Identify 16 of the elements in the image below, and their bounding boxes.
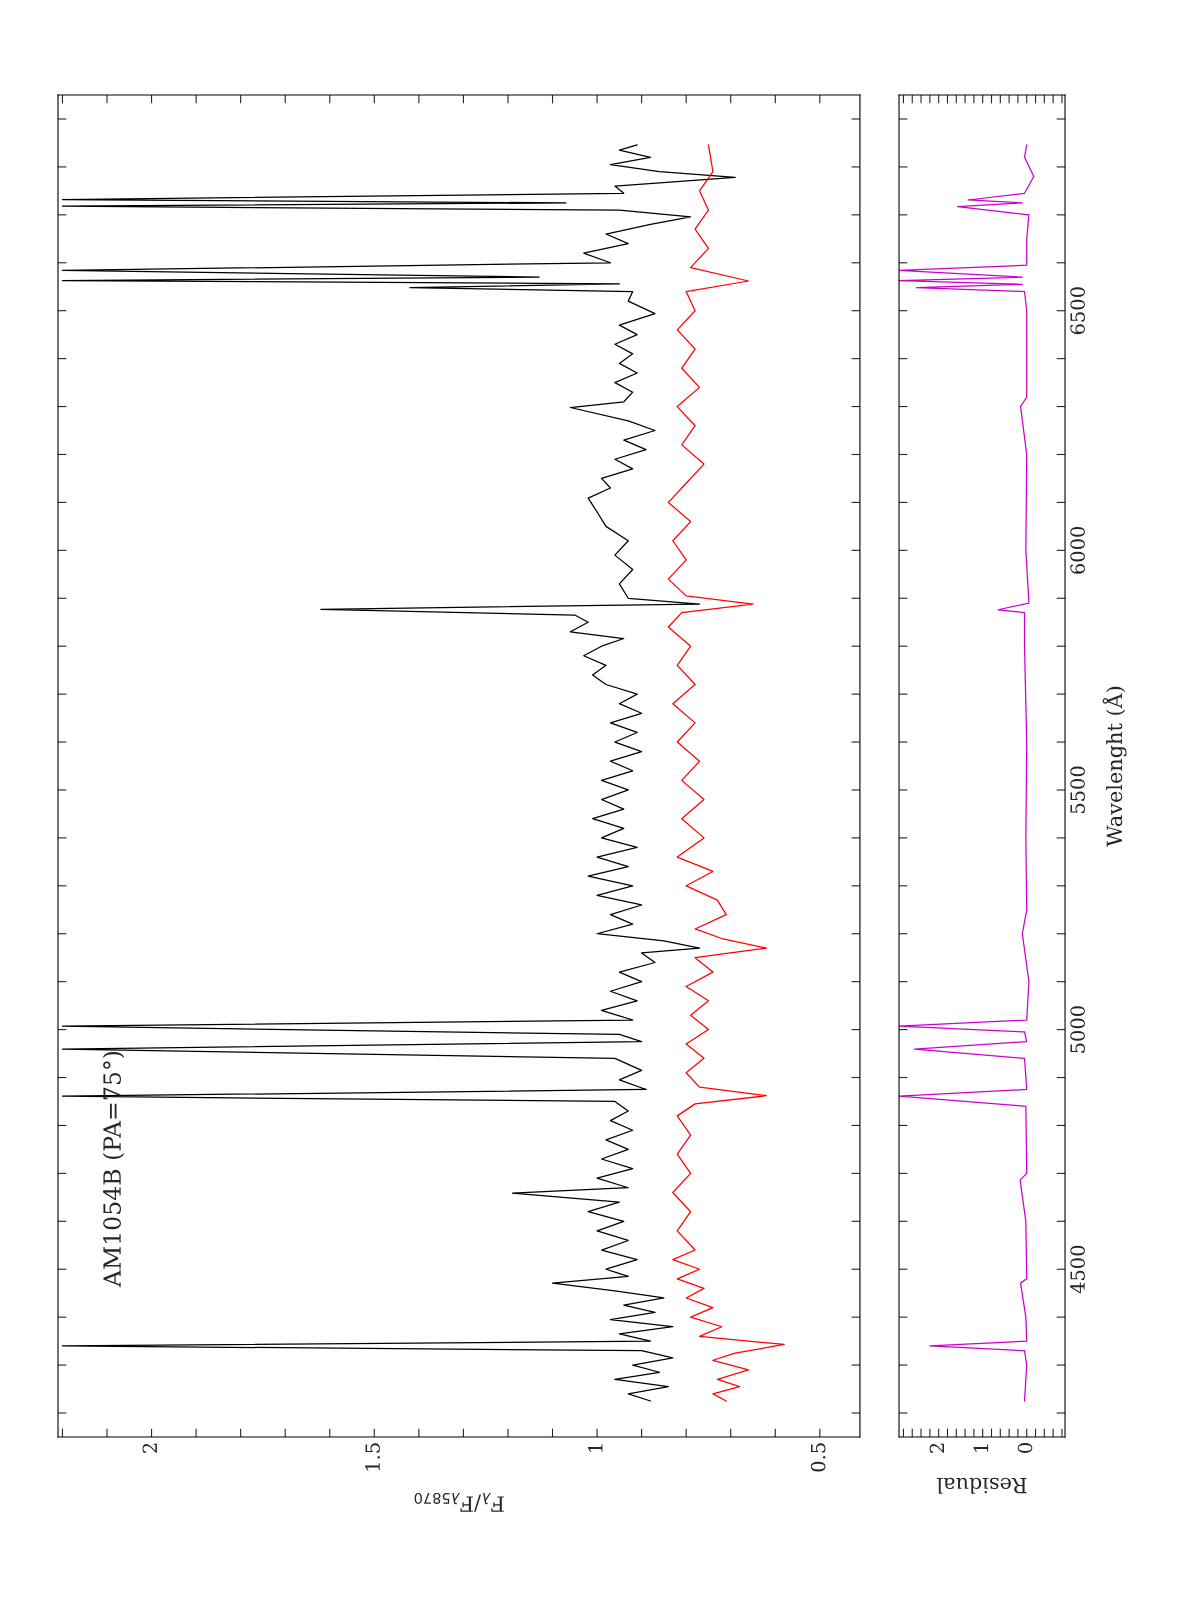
x-axis-title: F$_{λ}$/F$_{λ5870}$ <box>414 1492 504 1512</box>
x-tick-label: 0 <box>1017 1443 1033 1453</box>
x-axis-title: Residual <box>937 1477 1027 1494</box>
y-tick-label: 6000 <box>1070 526 1085 574</box>
x-tick-label: 2 <box>929 1443 945 1453</box>
y-tick-label: 6500 <box>1070 287 1085 335</box>
y-tick-label: 4500 <box>1070 1245 1085 1294</box>
x-tick-label: 1.5 <box>365 1443 380 1471</box>
x-tick-label: 1 <box>588 1444 603 1452</box>
y-tick-label: 5500 <box>1070 766 1085 814</box>
annotation: AM1054B (PA=75°) <box>102 1051 125 1288</box>
x-tick-label: 0.5 <box>810 1443 826 1472</box>
x-tick-label: 2 <box>142 1443 157 1453</box>
y-axis-title: Wavelenght (Å) <box>1102 686 1127 847</box>
y-tick-label: 5000 <box>1070 1006 1085 1053</box>
x-tick-label: 1 <box>973 1444 989 1452</box>
